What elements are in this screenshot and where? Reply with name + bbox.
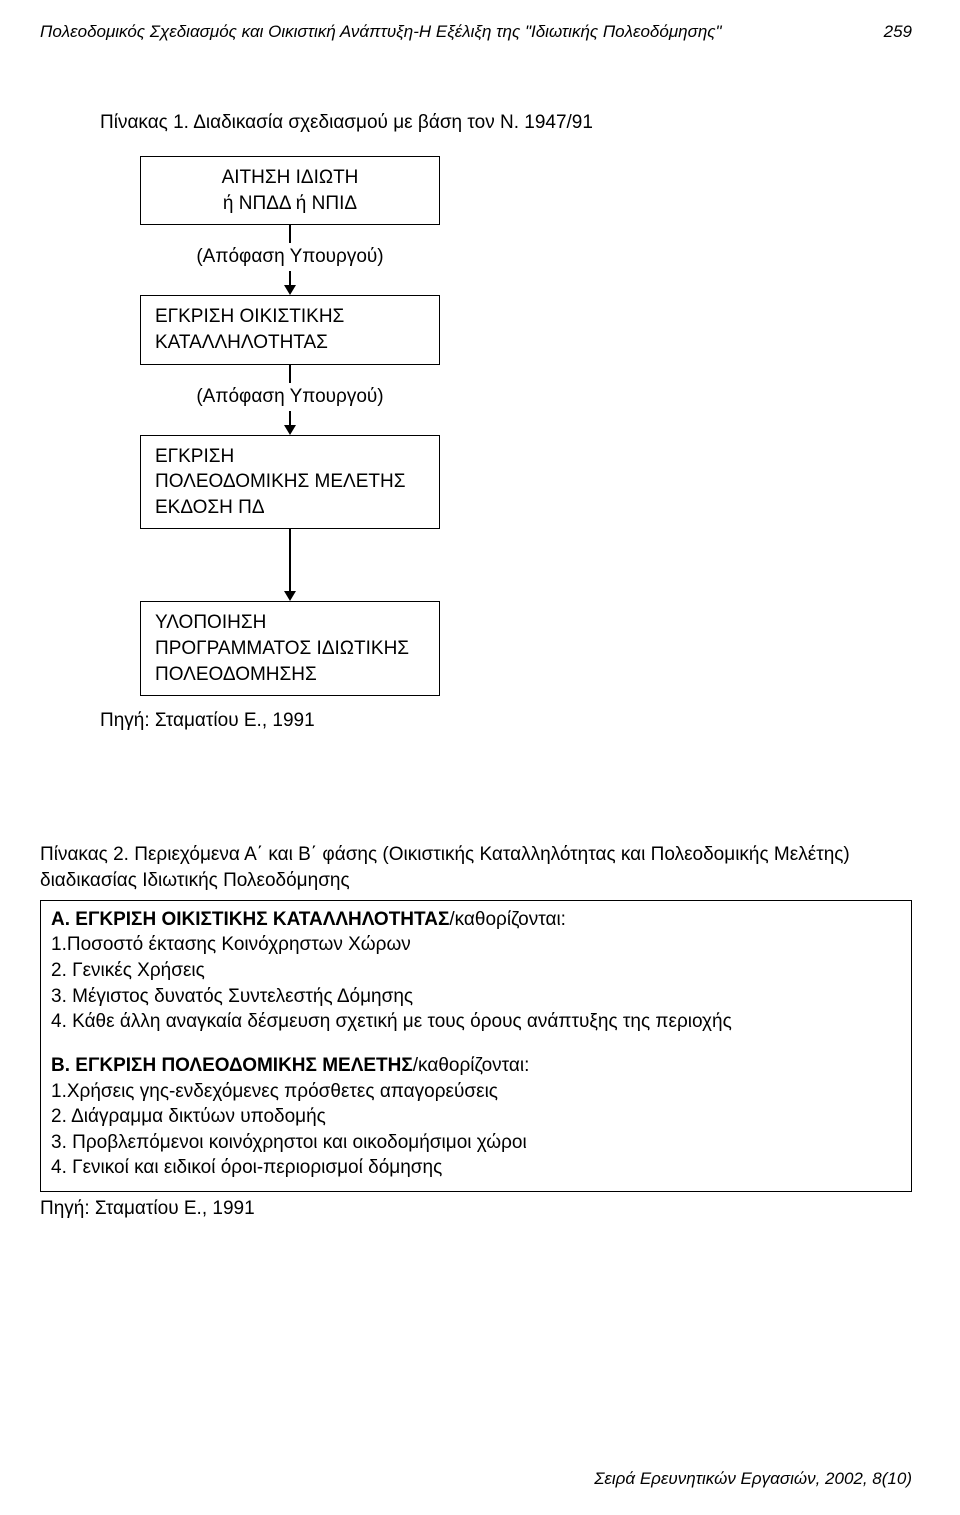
flow-box-2-line1: ΕΓΚΡΙΣΗ ΟΙΚΙΣΤΙΚΗΣ (155, 306, 344, 327)
section-spacer (51, 1035, 901, 1053)
flow-box-1-line2: ή ΝΠΔΔ ή ΝΠΙΔ (223, 193, 357, 214)
content-box: Α. ΕΓΚΡΙΣΗ ΟΙΚΙΣΤΙΚΗΣ ΚΑΤΑΛΛΗΛΟΤΗΤΑΣ/καθ… (40, 900, 912, 1192)
flow-box-4: ΥΛΟΠΟΙΗΣΗ ΠΡΟΓΡΑΜΜΑΤΟΣ ΙΔΙΩΤΙΚΗΣ ΠΟΛΕΟΔΟ… (140, 601, 440, 696)
flow-box-4-line2: ΠΡΟΓΡΑΜΜΑΤΟΣ ΙΔΙΩΤΙΚΗΣ (155, 638, 409, 659)
flow-connector-2-label: (Απόφαση Υπουργού) (196, 386, 383, 408)
header-title: Πολεοδομικός Σχεδιασμός και Οικιστική Αν… (40, 22, 722, 42)
figure2-caption: Πίνακας 2. Περιεχόμενα Α΄ και Β΄ φάσης (… (40, 842, 912, 893)
section-a-item: 1.Ποσοστό έκτασης Κοινόχρηστων Χώρων (51, 932, 901, 958)
flow-box-1: ΑΙΤΗΣΗ ΙΔΙΩΤΗ ή ΝΠΔΔ ή ΝΠΙΔ (140, 156, 440, 225)
section-a-tail: /καθορίζονται: (449, 909, 566, 930)
flowchart: ΑΙΤΗΣΗ ΙΔΙΩΤΗ ή ΝΠΔΔ ή ΝΠΙΔ (Απόφαση Υπο… (140, 156, 470, 696)
section-b-tail: /καθορίζονται: (413, 1055, 530, 1076)
flow-box-1-line1: ΑΙΤΗΣΗ ΙΔΙΩΤΗ (222, 167, 359, 188)
section-a-item: 2. Γενικές Χρήσεις (51, 958, 901, 984)
flow-connector-2: (Απόφαση Υπουργού) (140, 365, 440, 435)
section-a-item: 4. Κάθε άλλη αναγκαία δέσμευση σχετική μ… (51, 1009, 901, 1035)
section-b-title: Β. ΕΓΚΡΙΣΗ ΠΟΛΕΟΔΟΜΙΚΗΣ ΜΕΛΕΤΗΣ (51, 1055, 413, 1076)
flow-connector-3 (140, 529, 440, 601)
flow-connector-1: (Απόφαση Υπουργού) (140, 225, 440, 295)
section-a-title: Α. ΕΓΚΡΙΣΗ ΟΙΚΙΣΤΙΚΗΣ ΚΑΤΑΛΛΗΛΟΤΗΤΑΣ (51, 909, 449, 930)
flow-line (289, 365, 291, 383)
figure1-caption: Πίνακας 1. Διαδικασία σχεδιασμού με βάση… (100, 112, 960, 134)
section-a-item: 3. Μέγιστος δυνατός Συντελεστής Δόμησης (51, 984, 901, 1010)
flow-box-2: ΕΓΚΡΙΣΗ ΟΙΚΙΣΤΙΚΗΣ ΚΑΤΑΛΛΗΛΟΤΗΤΑΣ (140, 295, 440, 364)
flow-box-4-line1: ΥΛΟΠΟΙΗΣΗ (155, 612, 266, 633)
figure1-source: Πηγή: Σταματίου Ε., 1991 (100, 710, 960, 732)
flow-line (289, 529, 291, 591)
section-b-item: 1.Χρήσεις γης-ενδεχόμενες πρόσθετες απαγ… (51, 1079, 901, 1105)
flow-line (289, 225, 291, 243)
flow-connector-1-label: (Απόφαση Υπουργού) (196, 246, 383, 268)
flow-line (289, 411, 291, 425)
flow-line (289, 271, 291, 285)
flow-box-4-line3: ΠΟΛΕΟΔΟΜΗΣΗΣ (155, 664, 317, 685)
section-b-item: 2. Διάγραμμα δικτύων υποδομής (51, 1104, 901, 1130)
arrow-down-icon (284, 591, 296, 601)
page-footer: Σειρά Ερευνητικών Εργασιών, 2002, 8(10) (594, 1469, 912, 1489)
flow-box-3-line1: ΕΓΚΡΙΣΗ (155, 446, 234, 467)
arrow-down-icon (284, 285, 296, 295)
section-b-header: Β. ΕΓΚΡΙΣΗ ΠΟΛΕΟΔΟΜΙΚΗΣ ΜΕΛΕΤΗΣ/καθορίζο… (51, 1053, 901, 1079)
figure2-source: Πηγή: Σταματίου Ε., 1991 (40, 1198, 912, 1220)
page-number: 259 (884, 22, 912, 42)
section-a-header: Α. ΕΓΚΡΙΣΗ ΟΙΚΙΣΤΙΚΗΣ ΚΑΤΑΛΛΗΛΟΤΗΤΑΣ/καθ… (51, 907, 901, 933)
page-header: Πολεοδομικός Σχεδιασμός και Οικιστική Αν… (0, 0, 960, 42)
flow-box-3-line2: ΠΟΛΕΟΔΟΜΙΚΗΣ ΜΕΛΕΤΗΣ (155, 471, 405, 492)
flow-box-2-line2: ΚΑΤΑΛΛΗΛΟΤΗΤΑΣ (155, 332, 328, 353)
section-b-item: 4. Γενικοί και ειδικοί όροι-περιορισμοί … (51, 1155, 901, 1181)
flow-box-3: ΕΓΚΡΙΣΗ ΠΟΛΕΟΔΟΜΙΚΗΣ ΜΕΛΕΤΗΣ ΕΚΔΟΣΗ ΠΔ (140, 435, 440, 530)
flow-box-3-line3: ΕΚΔΟΣΗ ΠΔ (155, 497, 265, 518)
section-b-item: 3. Προβλεπόμενοι κοινόχρηστοι και οικοδο… (51, 1130, 901, 1156)
arrow-down-icon (284, 425, 296, 435)
